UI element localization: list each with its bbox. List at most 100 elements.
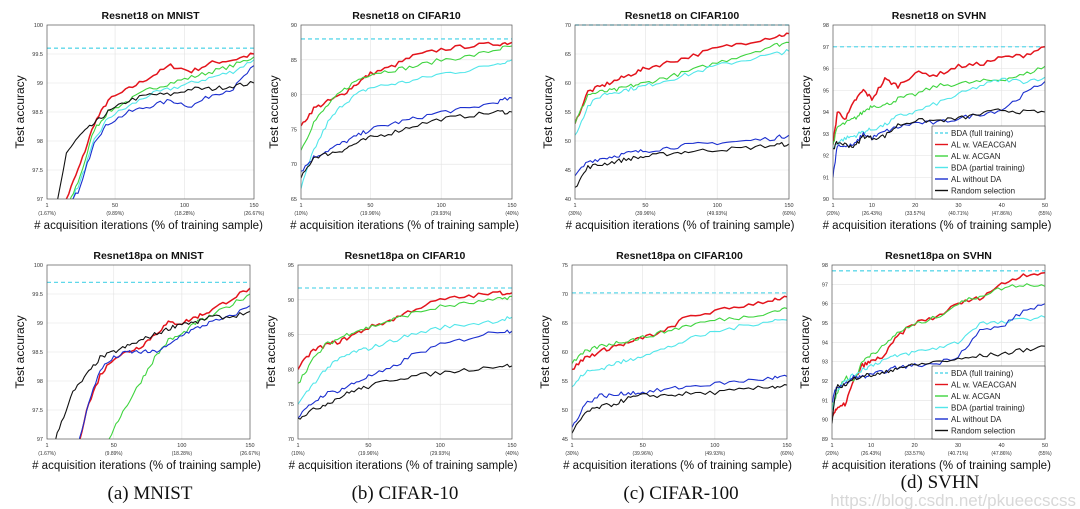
y-axis-label: Test accuracy bbox=[13, 75, 27, 148]
x-tick-sublabel: (19.96%) bbox=[360, 211, 381, 217]
x-tick-label: 150 bbox=[784, 203, 793, 209]
legend-label: BDA (full training) bbox=[951, 369, 1014, 378]
plot-frame bbox=[574, 24, 790, 200]
series-line-random-selection bbox=[575, 141, 789, 188]
y-tick-label: 60 bbox=[565, 81, 571, 87]
y-tick-label: 70 bbox=[562, 292, 568, 298]
x-axis-label: # acquisition iterations (% of training … bbox=[563, 460, 792, 472]
y-tick-label: 98.5 bbox=[32, 350, 43, 356]
series-group bbox=[57, 52, 254, 199]
series-line-bda-partial-training- bbox=[572, 318, 787, 388]
legend-label: AL w. ACGAN bbox=[951, 152, 1001, 161]
series-line-al-w-acgan bbox=[301, 45, 512, 151]
chart-title: Resnet18pa on CIFAR10 bbox=[345, 250, 466, 262]
x-axis-label: # acquisition iterations (% of training … bbox=[290, 220, 519, 232]
x-tick-sublabel: (40%) bbox=[505, 211, 519, 217]
series-line-al-without-da bbox=[78, 305, 250, 439]
y-tick-label: 45 bbox=[565, 168, 571, 174]
x-tick-label: 10 bbox=[868, 443, 874, 449]
y-tick-label: 95 bbox=[823, 88, 829, 94]
y-tick-label: 85 bbox=[291, 58, 297, 64]
y-tick-label: 99 bbox=[37, 81, 43, 87]
y-tick-label: 75 bbox=[288, 402, 294, 408]
series-line-random-selection bbox=[572, 384, 787, 434]
charts: 1(1.67%)50(9.89%)100(18.28%)150(26.67%)9… bbox=[13, 10, 1052, 472]
legend: BDA (full training) AL w. VAEACGAN AL w. A… bbox=[931, 125, 1046, 200]
y-tick-label: 93 bbox=[823, 132, 829, 138]
x-tick-label: 50 bbox=[642, 203, 648, 209]
y-tick-label: 65 bbox=[291, 197, 297, 203]
chart-1: 1 (1.67%) 50 (9.89%) 100 (18.28%) 150 (26.67%) 9… bbox=[13, 10, 264, 232]
plot-area bbox=[301, 25, 512, 199]
y-tick-label: 75 bbox=[291, 127, 297, 133]
x-tick-sublabel: (10%) bbox=[294, 211, 308, 217]
x-tick-label: 10 bbox=[869, 203, 875, 209]
y-tick-label: 90 bbox=[291, 23, 297, 29]
x-tick-label: 150 bbox=[782, 443, 791, 449]
x-tick-label: 100 bbox=[180, 203, 189, 209]
y-tick-label: 70 bbox=[565, 23, 571, 29]
series-line-al-w-vaeacgan bbox=[65, 52, 254, 199]
y-tick-label: 85 bbox=[288, 333, 294, 339]
plot-frame bbox=[300, 24, 513, 200]
x-tick-label: 50 bbox=[640, 443, 646, 449]
x-tick-sublabel: (20%) bbox=[825, 451, 839, 457]
y-axis-label: Test accuracy bbox=[538, 315, 552, 388]
x-tick-sublabel: (19.96%) bbox=[358, 451, 379, 457]
plot-frame bbox=[571, 264, 788, 440]
legend-label: BDA (partial training) bbox=[951, 164, 1025, 173]
x-tick-label: 1 bbox=[296, 443, 299, 449]
x-tick-label: 50 bbox=[367, 203, 373, 209]
chart-5: 1 (1.67%) 50 (9.89%) 100 (18.28%) 150 (26.67%) 9… bbox=[13, 250, 261, 472]
y-axis-label: Test accuracy bbox=[13, 315, 27, 388]
x-tick-sublabel: (18.28%) bbox=[174, 211, 195, 217]
x-tick-sublabel: (26.43%) bbox=[861, 451, 882, 457]
x-tick-label: 20 bbox=[912, 203, 918, 209]
x-tick-label: 50 bbox=[1042, 443, 1048, 449]
x-tick-label: 100 bbox=[713, 203, 722, 209]
x-tick-sublabel: (55%) bbox=[1038, 451, 1052, 457]
legend-label: BDA (full training) bbox=[951, 129, 1014, 138]
series-line-random-selection bbox=[833, 108, 1045, 150]
x-tick-sublabel: (40.71%) bbox=[948, 451, 969, 457]
x-tick-sublabel: (30%) bbox=[568, 211, 582, 217]
y-tick-label: 55 bbox=[562, 379, 568, 385]
y-axis-label: Test accuracy bbox=[541, 75, 555, 148]
series-group bbox=[301, 41, 512, 189]
x-tick-sublabel: (10%) bbox=[291, 451, 305, 457]
legend-box bbox=[931, 125, 1046, 200]
plot-frame bbox=[46, 264, 251, 440]
y-tick-label: 92 bbox=[823, 154, 829, 160]
x-tick-label: 40 bbox=[998, 443, 1004, 449]
series-line-random-selection bbox=[57, 80, 254, 199]
series-line-al-w-acgan bbox=[575, 41, 789, 124]
x-tick-label: 50 bbox=[365, 443, 371, 449]
x-tick-sublabel: (9.89%) bbox=[106, 211, 124, 217]
x-tick-sublabel: (39.96%) bbox=[633, 451, 654, 457]
series-line-al-w-vaeacgan bbox=[575, 32, 789, 124]
x-tick-label: 1 bbox=[45, 203, 48, 209]
series-line-bda-partial-training- bbox=[575, 49, 789, 136]
x-tick-label: 150 bbox=[507, 443, 516, 449]
x-tick-sublabel: (30%) bbox=[565, 451, 579, 457]
series-group bbox=[833, 46, 1045, 178]
y-tick-label: 97 bbox=[37, 437, 43, 443]
y-tick-label: 98 bbox=[37, 379, 43, 385]
series-group bbox=[575, 32, 789, 188]
legend: BDA (full training) AL w. VAEACGAN AL w. A… bbox=[931, 365, 1046, 440]
chart-8: 1 (20%) 10 (26.43%) 20 (33.57%) 30 (40.71%) 40 (4… bbox=[798, 250, 1052, 472]
y-tick-label: 45 bbox=[562, 437, 568, 443]
x-tick-label: 150 bbox=[507, 203, 516, 209]
y-tick-label: 70 bbox=[288, 437, 294, 443]
x-tick-sublabel: (40.71%) bbox=[948, 211, 969, 217]
x-tick-sublabel: (33.57%) bbox=[905, 211, 926, 217]
y-tick-label: 94 bbox=[823, 110, 829, 116]
caption-d: (d) SVHN bbox=[901, 472, 980, 493]
y-tick-label: 97.5 bbox=[32, 168, 43, 174]
y-tick-label: 65 bbox=[565, 52, 571, 58]
x-tick-label: 1 bbox=[573, 203, 576, 209]
x-tick-sublabel: (55%) bbox=[1038, 211, 1052, 217]
watermark: https://blog.csdn.net/pkueecscss bbox=[830, 491, 1076, 509]
y-tick-label: 65 bbox=[562, 321, 568, 327]
chart-title: Resnet18 on CIFAR10 bbox=[352, 10, 461, 22]
